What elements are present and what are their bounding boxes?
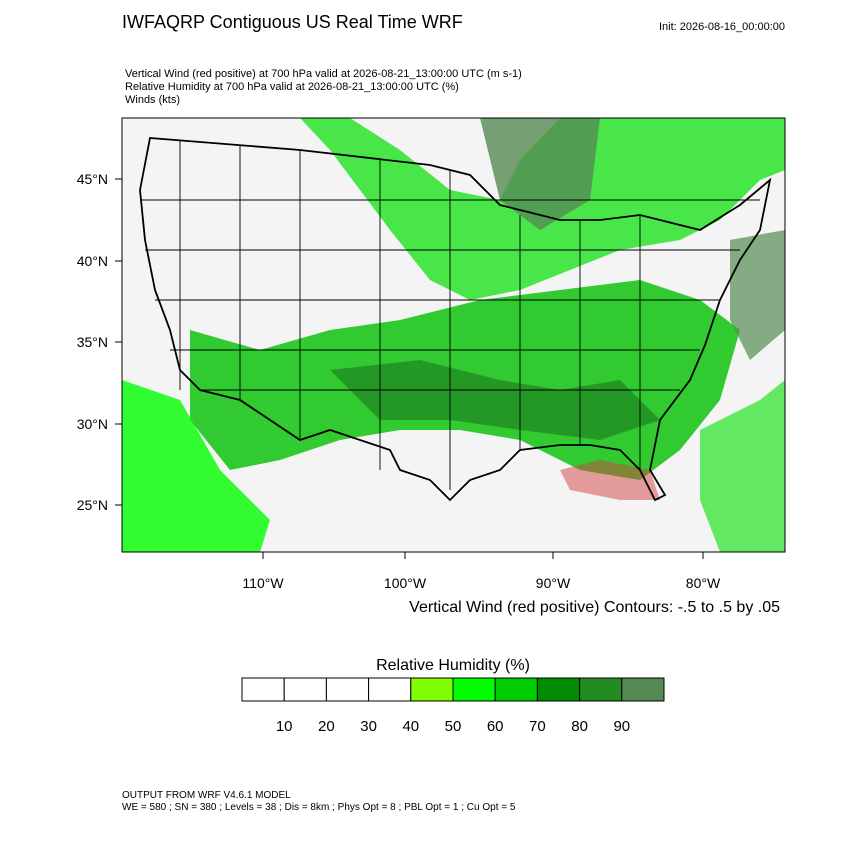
lat-label: 35°N — [77, 334, 108, 350]
colorbar-label: 70 — [529, 718, 546, 735]
lon-label: 110°W — [242, 575, 284, 591]
colorbar-label: 80 — [571, 718, 588, 735]
colorbar-box — [536, 677, 581, 702]
colorbar-label: 60 — [487, 718, 504, 735]
colorbar-label: 90 — [613, 718, 630, 735]
lat-label: 40°N — [77, 253, 108, 269]
lat-label: 25°N — [77, 497, 108, 513]
colorbar-box — [494, 677, 538, 702]
map — [122, 118, 785, 552]
lat-label: 30°N — [77, 416, 108, 432]
colorbar-box — [283, 677, 327, 702]
colorbar-box — [325, 677, 370, 702]
field-line: Winds (kts) — [125, 94, 180, 106]
footer-line: OUTPUT FROM WRF V4.6.1 MODEL — [122, 790, 291, 801]
footer: OUTPUT FROM WRF V4.6.1 MODEL WE = 580 ; … — [122, 790, 516, 813]
colorbar-label: 50 — [445, 718, 462, 735]
lon-labels: 110°W 100°W 90°W 80°W — [242, 552, 721, 591]
field-line: Relative Humidity at 700 hPa valid at 20… — [125, 81, 459, 93]
colorbar-box — [368, 677, 412, 702]
colorbar-box — [452, 677, 496, 702]
lat-label: 45°N — [77, 171, 108, 187]
lon-label: 80°W — [686, 575, 721, 591]
map-frame — [121, 117, 786, 553]
colorbar-box — [621, 677, 665, 702]
colorbar-label: 20 — [318, 718, 335, 735]
lat-labels: 45°N 40°N 35°N 30°N 25°N — [77, 171, 122, 513]
init-time: Init: 2026-08-16_00:00:00 — [659, 21, 785, 33]
colorbar-label: 40 — [402, 718, 419, 735]
colorbar-label: 10 — [276, 718, 293, 735]
footer-line: WE = 580 ; SN = 380 ; Levels = 38 ; Dis … — [122, 802, 516, 813]
field-line: Vertical Wind (red positive) at 700 hPa … — [125, 68, 522, 80]
colorbar-box — [579, 677, 623, 702]
field-descriptions: Vertical Wind (red positive) at 700 hPa … — [125, 68, 522, 106]
colorbar-box — [241, 677, 285, 702]
lon-label: 100°W — [384, 575, 427, 591]
colorbar-box — [410, 677, 454, 702]
lon-label: 90°W — [536, 575, 571, 591]
title: IWFAQRP Contiguous US Real Time WRF — [122, 12, 463, 32]
contour-info: Vertical Wind (red positive) Contours: -… — [409, 599, 780, 616]
colorbar: 10 20 30 40 50 60 70 80 90 — [241, 677, 665, 735]
colorbar-label: 30 — [360, 718, 377, 735]
colorbar-title: Relative Humidity (%) — [376, 657, 530, 674]
